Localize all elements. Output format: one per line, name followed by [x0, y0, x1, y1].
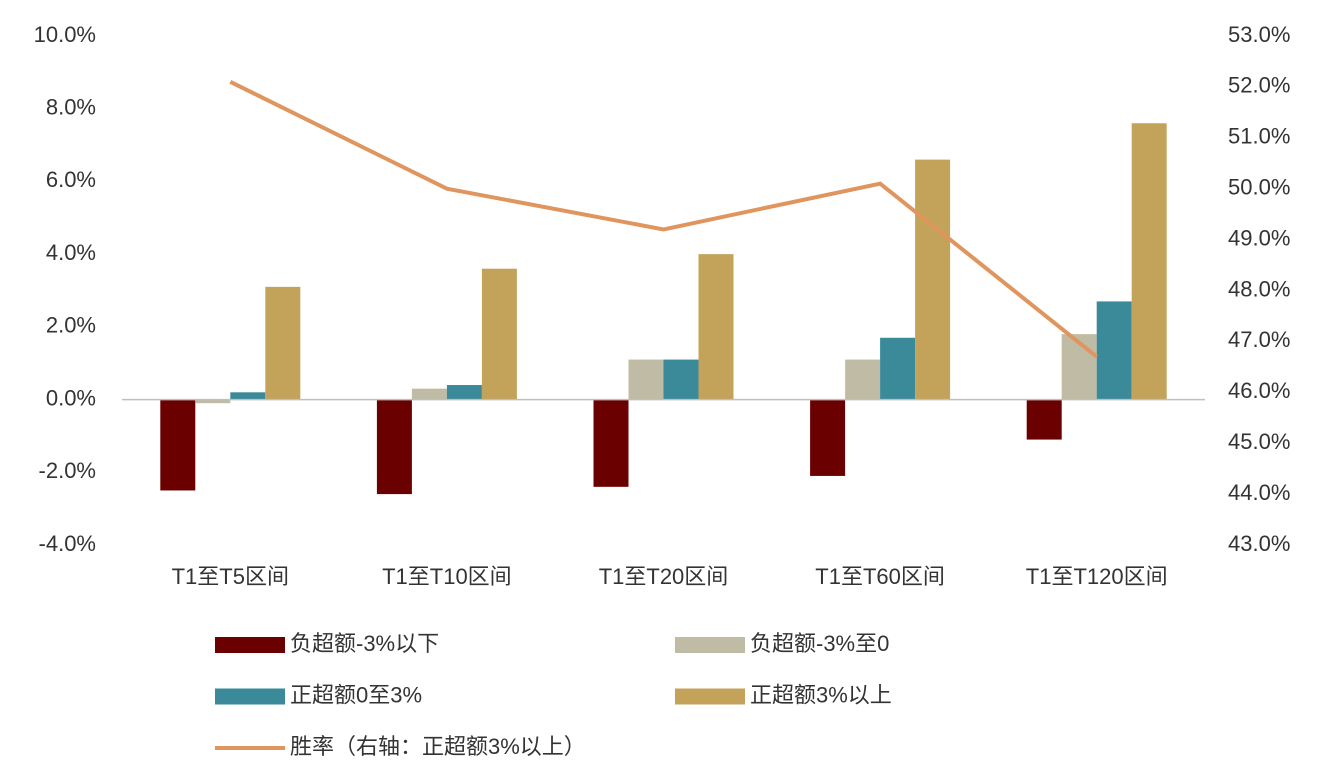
bar [663, 359, 699, 400]
legend-label: 正超额3%以上 [750, 682, 892, 707]
bar [915, 159, 951, 400]
y2-tick-label: 47.0% [1228, 327, 1290, 352]
bar [481, 268, 517, 400]
legend-label: 正超额0至3% [290, 682, 422, 707]
y2-tick-label: 44.0% [1228, 480, 1290, 505]
bar [880, 337, 916, 400]
bar [698, 254, 734, 400]
x-tick-label: T1至T120区间 [1026, 564, 1168, 589]
bar [446, 385, 482, 400]
x-tick-label: T1至T10区间 [382, 564, 512, 589]
bar [593, 399, 629, 487]
y-tick-label: -2.0% [39, 458, 96, 483]
legend-label: 负超额-3%至0 [750, 631, 889, 656]
y2-tick-label: 50.0% [1228, 175, 1290, 200]
y2-tick-label: 49.0% [1228, 225, 1290, 250]
legend-swatch [675, 688, 745, 705]
x-tick-label: T1至T20区间 [599, 564, 729, 589]
legend-label: 负超额-3%以下 [290, 631, 439, 656]
bar [845, 359, 881, 400]
x-tick-label: T1至T5区间 [172, 564, 289, 589]
y2-tick-label: 48.0% [1228, 276, 1290, 301]
bar [1026, 399, 1062, 440]
y2-tick-label: 51.0% [1228, 124, 1290, 149]
y-tick-label: 10.0% [34, 22, 96, 47]
legend-swatch [215, 637, 285, 653]
y2-tick-label: 53.0% [1228, 22, 1290, 47]
bar [810, 399, 846, 476]
y-tick-label: 0.0% [46, 385, 96, 410]
y-tick-label: 6.0% [46, 167, 96, 192]
y2-tick-label: 45.0% [1228, 429, 1290, 454]
bar [628, 359, 664, 400]
line-series [229, 80, 1098, 359]
legend-swatch [215, 688, 285, 705]
bar [1096, 301, 1132, 400]
legend-swatch [675, 637, 745, 653]
bar [195, 399, 231, 404]
bar [230, 392, 266, 400]
y2-tick-label: 52.0% [1228, 73, 1290, 98]
bar [376, 399, 412, 495]
legend-label: 胜率（右轴：正超额3%以上） [290, 734, 586, 759]
y-tick-label: 4.0% [46, 240, 96, 265]
bar [160, 399, 196, 491]
bar [265, 286, 301, 400]
y-tick-label: 2.0% [46, 313, 96, 338]
y2-tick-label: 43.0% [1228, 531, 1290, 556]
bar [411, 388, 447, 400]
bar [1131, 123, 1167, 400]
x-tick-label: T1至T60区间 [815, 564, 945, 589]
y-tick-label: 8.0% [46, 95, 96, 120]
y2-tick-label: 46.0% [1228, 378, 1290, 403]
y-tick-label: -4.0% [39, 531, 96, 556]
